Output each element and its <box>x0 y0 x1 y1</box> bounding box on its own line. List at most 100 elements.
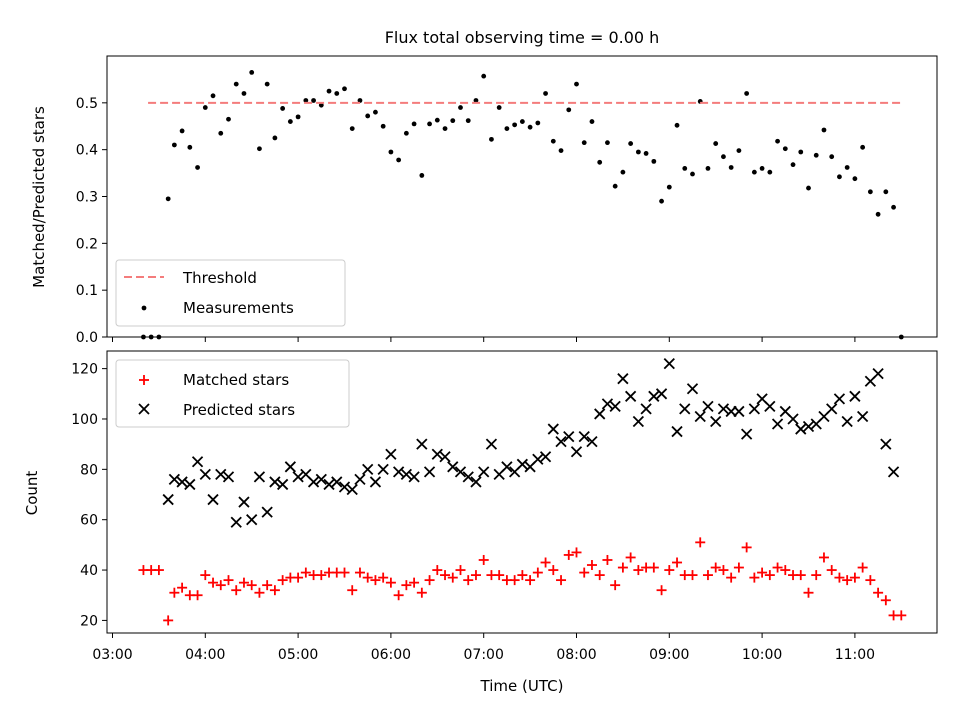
predicted-star-point-b <box>624 390 637 402</box>
predicted-star-point-b <box>686 383 699 395</box>
ratio-y-tick-label: 0.4 <box>76 143 98 159</box>
count-legend: Matched stars Predicted stars <box>115 359 350 428</box>
measurement-point <box>318 102 324 108</box>
measurement-point <box>635 149 641 155</box>
measurement-point <box>790 162 796 168</box>
predicted-star-point <box>246 514 258 526</box>
predicted-star-point <box>222 471 235 483</box>
predicted-star-point <box>276 478 289 491</box>
predicted-star-point-b <box>377 463 389 475</box>
measurement-point <box>535 120 541 126</box>
legend-measurements-swatch <box>141 305 147 311</box>
matched-star-point <box>865 575 876 586</box>
predicted-star-point-b <box>199 468 211 481</box>
predicted-star-point-b <box>276 478 289 491</box>
predicted-star-point <box>856 410 869 423</box>
measurement-point <box>605 140 610 146</box>
matched-star-point <box>163 615 174 626</box>
matched-star-point <box>246 580 257 591</box>
predicted-star-point-b <box>400 468 413 481</box>
legend-threshold-label: Threshold <box>182 269 257 287</box>
matched-star-point <box>556 575 567 586</box>
predicted-star-point-b <box>191 456 204 468</box>
measurement-point <box>179 128 185 134</box>
predicted-star-point <box>771 418 784 430</box>
predicted-star-point <box>578 430 590 443</box>
measurement-point <box>295 114 301 120</box>
matched-star-point <box>710 562 721 573</box>
matched-star-point <box>579 567 590 578</box>
predicted-star-point <box>702 400 714 413</box>
predicted-star-point-b <box>872 368 884 380</box>
measurement-point <box>287 119 293 124</box>
measurement-point <box>674 122 680 128</box>
matched-star-point <box>532 567 543 578</box>
measurement-point <box>713 141 719 146</box>
x-axis-label: Time (UTC) <box>480 677 564 695</box>
count-plot-frame <box>106 350 938 634</box>
predicted-star-point-b <box>748 403 761 415</box>
matched-star-point <box>741 542 752 553</box>
measurement-point <box>659 198 664 204</box>
predicted-star-point <box>570 446 583 458</box>
matched-star-point <box>169 587 180 598</box>
predicted-star-point <box>617 373 629 385</box>
measurement-point <box>202 105 208 110</box>
predicted-star-point <box>532 453 544 465</box>
measurement-point <box>775 138 780 144</box>
matched-star-point <box>857 562 868 573</box>
predicted-star-point <box>207 493 219 506</box>
predicted-star-point-b <box>269 476 281 488</box>
matched-star-point <box>494 570 505 581</box>
predicted-star-point-b <box>261 506 273 518</box>
matched-star-point <box>873 587 884 598</box>
predicted-star-point <box>640 403 652 415</box>
matched-star-point <box>277 575 288 586</box>
predicted-star-point-b <box>354 473 366 486</box>
predicted-star-point <box>447 461 459 473</box>
count-y-tick-label: 100 <box>71 412 98 428</box>
measurement-point <box>165 196 171 202</box>
measurement-point <box>396 157 402 163</box>
predicted-star-point <box>269 476 281 488</box>
measurement-point <box>721 154 726 160</box>
legend-measurements-label: Measurements <box>183 299 294 317</box>
predicted-star-point <box>632 415 645 428</box>
matched-star-point <box>594 570 605 581</box>
predicted-star-point-b <box>586 436 598 448</box>
predicted-star-point <box>454 466 467 478</box>
predicted-star-point <box>740 428 753 440</box>
ratio-y-axis-label: Matched/Predicted stars <box>30 106 48 288</box>
predicted-star-point <box>377 463 389 475</box>
predicted-star-point-b <box>578 430 590 443</box>
predicted-star-point-b <box>292 471 304 483</box>
matched-star-point <box>440 570 451 581</box>
matched-star-point <box>269 585 280 596</box>
count-x-tick-label: 10:00 <box>742 647 782 663</box>
measurement-point <box>813 152 819 158</box>
ratio-legend-box <box>115 259 346 327</box>
measurement-point <box>195 165 200 170</box>
measurement-point <box>241 91 247 96</box>
matched-star-point <box>602 554 613 565</box>
predicted-star-point <box>176 476 188 488</box>
measurement-point <box>543 91 548 96</box>
predicted-star-point-b <box>462 471 474 483</box>
count-y-axis-label: Count <box>23 471 41 516</box>
matched-star-point <box>401 580 412 591</box>
predicted-star-point <box>439 451 451 463</box>
measurement-point <box>620 169 626 175</box>
predicted-star-point <box>462 471 474 483</box>
predicted-star-point-b <box>609 400 621 413</box>
count-x-tick-label: 07:00 <box>464 647 504 663</box>
matched-star-point <box>370 575 381 586</box>
predicted-star-point <box>431 448 443 460</box>
predicted-star-point-b <box>617 373 629 385</box>
matched-star-point <box>795 570 806 581</box>
measurement-point <box>705 166 711 171</box>
measurement-point <box>550 138 556 144</box>
predicted-star-point <box>307 476 320 488</box>
predicted-star-point-b <box>841 415 853 428</box>
matched-star-point <box>617 562 628 573</box>
ratio-x-ticks <box>112 337 856 342</box>
